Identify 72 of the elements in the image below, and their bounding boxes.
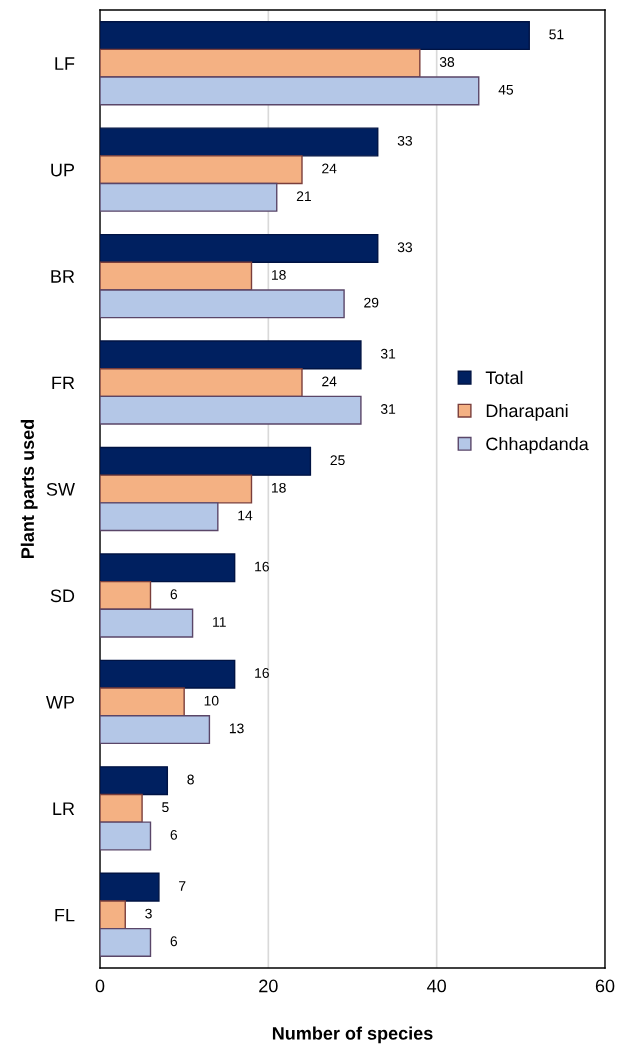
data-label: 25 <box>330 455 345 466</box>
data-label: 8 <box>187 774 194 785</box>
data-label: 18 <box>272 482 286 493</box>
data-label: 3 <box>145 908 152 919</box>
data-label: 18 <box>272 270 286 280</box>
legend-label: Dharapani <box>486 403 568 421</box>
bar <box>100 766 169 796</box>
data-label: 16 <box>255 668 269 678</box>
y-tick-label: SD <box>50 589 75 603</box>
legend-label: Chhapdanda <box>486 437 589 454</box>
bar <box>100 368 303 398</box>
bar <box>100 608 194 638</box>
y-tick-label: LR <box>53 802 75 815</box>
bar <box>100 127 379 157</box>
y-tick-label: BR <box>51 270 75 283</box>
bar <box>100 155 303 185</box>
data-label: 31 <box>380 404 396 414</box>
bar <box>100 446 312 476</box>
bar <box>100 872 160 902</box>
data-label: 7 <box>179 881 186 891</box>
bar <box>100 395 362 425</box>
data-label: 16 <box>255 561 269 572</box>
y-tick-label: UP <box>51 163 75 177</box>
bar <box>100 502 219 532</box>
bar <box>100 659 236 689</box>
data-label: 38 <box>439 57 455 67</box>
bar <box>100 474 253 504</box>
data-label: 24 <box>322 376 337 387</box>
data-label: 21 <box>296 191 311 201</box>
data-label: 6 <box>170 829 178 840</box>
data-label: 24 <box>322 163 337 174</box>
bar <box>100 580 152 610</box>
data-label: 6 <box>170 936 178 947</box>
x-tick-label: 20 <box>259 979 278 993</box>
data-label: 14 <box>238 510 253 521</box>
y-tick-label: FR <box>52 376 75 390</box>
bar <box>100 182 278 212</box>
bar <box>100 900 126 930</box>
data-label: 33 <box>397 242 413 253</box>
y-tick-label: FL <box>55 908 75 922</box>
x-axis-title: Number of species <box>272 1026 433 1044</box>
data-label: 11 <box>213 617 226 627</box>
data-label: 10 <box>204 695 219 706</box>
data-label: 33 <box>397 135 413 146</box>
x-tick-label: 40 <box>427 979 446 993</box>
data-label: 51 <box>549 29 564 40</box>
data-label: 31 <box>380 348 396 359</box>
bar <box>100 687 185 717</box>
y-tick-label: LF <box>55 57 75 70</box>
bar <box>100 715 211 745</box>
bar <box>100 21 530 51</box>
data-label: 45 <box>498 84 514 95</box>
x-tick-label: 60 <box>595 979 615 993</box>
y-tick-label: WP <box>45 696 75 709</box>
bar <box>100 340 362 370</box>
bar <box>100 793 143 823</box>
y-axis-title: Plant parts used <box>20 419 38 559</box>
x-tick-label: 0 <box>95 979 105 993</box>
data-label: 6 <box>170 589 178 600</box>
bar <box>100 553 236 583</box>
bar <box>100 261 253 291</box>
bar <box>100 76 480 106</box>
data-label: 5 <box>162 802 169 813</box>
bar <box>100 821 152 851</box>
bar <box>100 48 421 78</box>
data-label: 29 <box>364 297 379 308</box>
legend-label: Total <box>485 370 523 385</box>
data-label: 13 <box>229 723 244 734</box>
bar <box>100 233 379 263</box>
y-tick-label: SW <box>46 482 75 496</box>
bar <box>100 289 345 319</box>
bar <box>100 927 152 957</box>
